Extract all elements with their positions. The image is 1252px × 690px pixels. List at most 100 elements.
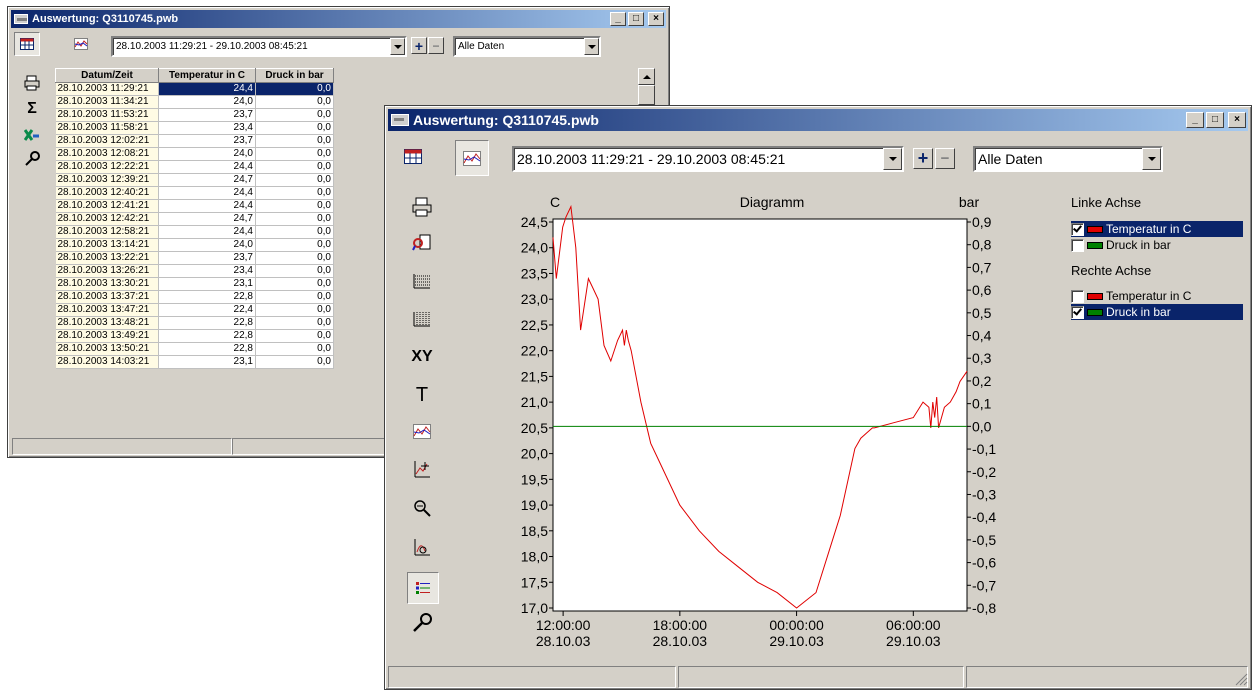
cell-pressure[interactable]: 0,0: [255, 355, 334, 369]
legend-right-temperature-checkbox[interactable]: [1071, 289, 1084, 303]
minimize-button[interactable]: _: [610, 12, 626, 26]
horizontal-grid-button[interactable]: [409, 268, 435, 294]
date-range-dropdown-button[interactable]: [883, 148, 902, 170]
table-row[interactable]: 28.10.2003 12:22:21 24,4 0,0: [55, 160, 334, 174]
table-row[interactable]: 28.10.2003 14:03:21 23,1 0,0: [55, 355, 334, 369]
resize-grip-icon[interactable]: [1234, 672, 1248, 686]
xy-mode-button[interactable]: XY: [409, 344, 435, 370]
filter-dropdown-button[interactable]: [1142, 148, 1161, 170]
chart-view-button[interactable]: [68, 32, 94, 56]
column-header-pressure[interactable]: Druck in bar: [255, 68, 334, 83]
table-row[interactable]: 28.10.2003 13:26:21 23,4 0,0: [55, 264, 334, 278]
cell-datetime[interactable]: 28.10.2003 11:29:21: [55, 82, 159, 96]
cell-temperature[interactable]: 22,8: [158, 316, 256, 330]
table-row[interactable]: 28.10.2003 13:14:21 24,0 0,0: [55, 238, 334, 252]
close-button[interactable]: ×: [648, 12, 664, 26]
cell-datetime[interactable]: 28.10.2003 12:58:21: [55, 225, 159, 239]
add-button[interactable]: +: [913, 148, 933, 169]
cell-pressure[interactable]: 0,0: [255, 199, 334, 213]
cell-datetime[interactable]: 28.10.2003 11:58:21: [55, 121, 159, 135]
date-range-select[interactable]: 28.10.2003 11:29:21 - 29.10.2003 08:45:2…: [512, 146, 904, 172]
zoom-button[interactable]: [409, 495, 435, 521]
cell-temperature[interactable]: 24,4: [158, 225, 256, 239]
table-view-button[interactable]: [14, 32, 40, 56]
legend-right-pressure[interactable]: Druck in bar: [1071, 304, 1243, 320]
scroll-up-button[interactable]: [638, 68, 655, 85]
legend-button[interactable]: [407, 572, 439, 604]
date-range-select[interactable]: 28.10.2003 11:29:21 - 29.10.2003 08:45:2…: [111, 36, 407, 57]
cell-temperature[interactable]: 23,7: [158, 251, 256, 265]
autoscale-button[interactable]: [409, 534, 435, 560]
table-row[interactable]: 28.10.2003 12:58:21 24,4 0,0: [55, 225, 334, 239]
chart-view-button[interactable]: [455, 140, 489, 176]
cell-temperature[interactable]: 22,4: [158, 303, 256, 317]
legend-left-temperature[interactable]: Temperatur in C: [1071, 221, 1243, 237]
table-row[interactable]: 28.10.2003 13:49:21 22,8 0,0: [55, 329, 334, 343]
cell-temperature[interactable]: 24,0: [158, 147, 256, 161]
cell-pressure[interactable]: 0,0: [255, 251, 334, 265]
minimize-button[interactable]: _: [1186, 112, 1204, 128]
print-button[interactable]: [409, 194, 435, 220]
cell-datetime[interactable]: 28.10.2003 13:30:21: [55, 277, 159, 291]
cell-temperature[interactable]: 24,0: [158, 95, 256, 109]
filter-dropdown-button[interactable]: [584, 38, 599, 55]
cell-pressure[interactable]: 0,0: [255, 173, 334, 187]
table-row[interactable]: 28.10.2003 12:39:21 24,7 0,0: [55, 173, 334, 187]
settings-button[interactable]: [22, 149, 42, 169]
table-row[interactable]: 28.10.2003 11:58:21 23,4 0,0: [55, 121, 334, 135]
close-button[interactable]: ×: [1228, 112, 1246, 128]
cell-temperature[interactable]: 22,8: [158, 342, 256, 356]
cell-temperature[interactable]: 24,0: [158, 238, 256, 252]
cell-pressure[interactable]: 0,0: [255, 316, 334, 330]
cell-datetime[interactable]: 28.10.2003 13:22:21: [55, 251, 159, 265]
cell-temperature[interactable]: 23,1: [158, 355, 256, 369]
cell-datetime[interactable]: 28.10.2003 13:48:21: [55, 316, 159, 330]
table-row[interactable]: 28.10.2003 11:53:21 23,7 0,0: [55, 108, 334, 122]
marker-button[interactable]: [409, 456, 435, 482]
cell-pressure[interactable]: 0,0: [255, 342, 334, 356]
cell-datetime[interactable]: 28.10.2003 12:40:21: [55, 186, 159, 200]
cell-pressure[interactable]: 0,0: [255, 134, 334, 148]
remove-button[interactable]: −: [428, 37, 444, 54]
date-range-dropdown-button[interactable]: [390, 38, 405, 55]
table-row[interactable]: 28.10.2003 11:34:21 24,0 0,0: [55, 95, 334, 109]
cell-datetime[interactable]: 28.10.2003 13:14:21: [55, 238, 159, 252]
table-row[interactable]: 28.10.2003 12:02:21 23,7 0,0: [55, 134, 334, 148]
cell-datetime[interactable]: 28.10.2003 13:50:21: [55, 342, 159, 356]
table-row[interactable]: 28.10.2003 12:08:21 24,0 0,0: [55, 147, 334, 161]
table-row[interactable]: 28.10.2003 12:42:21 24,7 0,0: [55, 212, 334, 226]
filter-select[interactable]: Alle Daten: [453, 36, 601, 57]
cell-datetime[interactable]: 28.10.2003 11:53:21: [55, 108, 159, 122]
cell-datetime[interactable]: 28.10.2003 12:42:21: [55, 212, 159, 226]
legend-left-temperature-checkbox[interactable]: [1071, 222, 1084, 236]
table-row[interactable]: 28.10.2003 13:22:21 23,7 0,0: [55, 251, 334, 265]
cell-pressure[interactable]: 0,0: [255, 186, 334, 200]
legend-left-pressure[interactable]: Druck in bar: [1071, 237, 1243, 253]
text-button[interactable]: T: [409, 382, 435, 408]
cell-pressure[interactable]: 0,0: [255, 238, 334, 252]
column-header-temperature[interactable]: Temperatur in C: [158, 68, 256, 83]
table-row[interactable]: 28.10.2003 12:40:21 24,4 0,0: [55, 186, 334, 200]
cell-pressure[interactable]: 0,0: [255, 160, 334, 174]
cell-datetime[interactable]: 28.10.2003 12:41:21: [55, 199, 159, 213]
cell-pressure[interactable]: 0,0: [255, 225, 334, 239]
cell-datetime[interactable]: 28.10.2003 13:49:21: [55, 329, 159, 343]
cell-temperature[interactable]: 23,7: [158, 108, 256, 122]
sum-button[interactable]: Σ: [22, 99, 42, 119]
table-row[interactable]: 28.10.2003 13:48:21 22,8 0,0: [55, 316, 334, 330]
cell-datetime[interactable]: 28.10.2003 12:22:21: [55, 160, 159, 174]
legend-right-temperature[interactable]: Temperatur in C: [1071, 288, 1243, 304]
settings-button[interactable]: [409, 610, 435, 636]
excel-export-button[interactable]: [22, 125, 42, 145]
print-button[interactable]: [22, 73, 42, 93]
table-row[interactable]: 28.10.2003 13:47:21 22,4 0,0: [55, 303, 334, 317]
cell-temperature[interactable]: 23,4: [158, 121, 256, 135]
cell-temperature[interactable]: 24,4: [158, 82, 256, 96]
maximize-button[interactable]: □: [628, 12, 644, 26]
cell-pressure[interactable]: 0,0: [255, 95, 334, 109]
cell-datetime[interactable]: 28.10.2003 12:39:21: [55, 173, 159, 187]
filter-select[interactable]: Alle Daten: [973, 146, 1163, 172]
cell-datetime[interactable]: 28.10.2003 13:26:21: [55, 264, 159, 278]
cell-datetime[interactable]: 28.10.2003 13:37:21: [55, 290, 159, 304]
cell-temperature[interactable]: 22,8: [158, 290, 256, 304]
